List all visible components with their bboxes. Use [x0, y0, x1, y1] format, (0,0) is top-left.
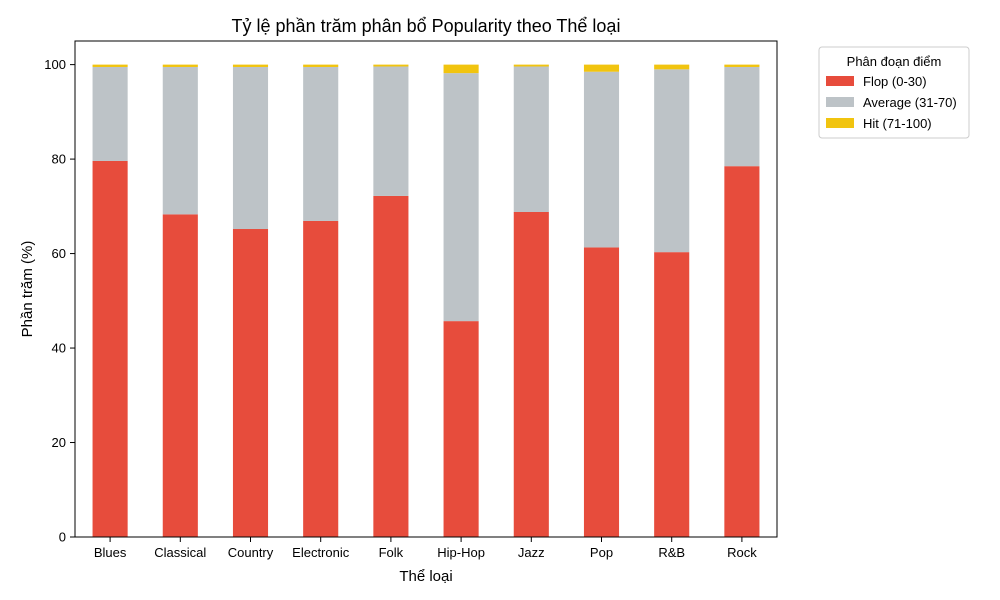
legend-label: Hit (71-100) [863, 116, 932, 131]
bar-pop-series-3 [583, 64, 620, 72]
bar-blues-series-2 [92, 66, 128, 161]
bar-hiphop-series-2 [443, 73, 479, 322]
legend-swatch [826, 97, 854, 107]
legend-title: Phân đoạn điểm [847, 54, 942, 69]
bar-hiphop-series-3 [443, 64, 479, 74]
bar-country-series-1 [232, 229, 269, 537]
x-tick-label: R&B [658, 545, 685, 560]
x-tick-label: Rock [727, 545, 757, 560]
bar-electronic-series-2 [303, 66, 339, 221]
x-axis: Blues Classical Country Electronic Folk Hip-H… [94, 537, 757, 560]
y-tick-label: 60 [52, 246, 66, 261]
legend: Phân đoạn điểm Flop (0-30) Average (31-70… [818, 46, 970, 139]
y-tick-label: 0 [59, 530, 66, 545]
legend-items: Flop (0-30) Average (31-70) Hit (71-100) [826, 74, 957, 131]
chart-title: Tỷ lệ phần trăm phân bổ Popularity theo … [232, 16, 621, 36]
bar-hiphop-series-1 [443, 321, 479, 537]
x-tick-label: Jazz [518, 545, 545, 560]
x-tick-label: Pop [590, 545, 613, 560]
y-tick-label: 20 [52, 435, 66, 450]
plot-area-frame [74, 40, 778, 538]
bar-rock-series-1 [724, 166, 760, 537]
x-tick-label: Electronic [292, 545, 350, 560]
legend-frame [818, 46, 970, 139]
x-tick-label: Hip-Hop [437, 545, 485, 560]
bar-classical-series-3 [162, 64, 198, 67]
legend-label: Average (31-70) [863, 95, 957, 110]
bar-country-series-2 [232, 66, 269, 230]
legend-swatch [826, 76, 854, 86]
bar-blues-series-3 [92, 64, 128, 67]
bar-country-series-3 [232, 64, 269, 67]
bar-blues-series-1 [92, 160, 128, 538]
bar-folk-series-3 [373, 64, 409, 67]
x-tick-label: Blues [94, 545, 127, 560]
y-axis-label: Phần trăm (%) [19, 241, 36, 338]
y-axis: 0 20 40 60 80 100 [44, 57, 75, 545]
bar-jazz-series-3 [513, 64, 549, 67]
x-axis-label: Thể loại [399, 568, 452, 585]
bar-folk-series-1 [373, 195, 409, 537]
bar-pop-series-2 [583, 71, 620, 248]
legend-label: Flop (0-30) [863, 74, 927, 89]
bar-classical-series-2 [162, 66, 198, 215]
bar-electronic-series-3 [303, 64, 339, 67]
bar-folk-series-2 [373, 66, 409, 196]
bars-group [92, 64, 760, 538]
x-tick-label: Country [228, 545, 274, 560]
x-tick-label: Folk [379, 545, 404, 560]
y-tick-label: 80 [52, 152, 66, 167]
bar-rock-series-2 [724, 66, 760, 167]
bar-rb-series-3 [654, 64, 690, 70]
bar-rb-series-2 [654, 69, 690, 253]
y-tick-label: 100 [44, 57, 66, 72]
bar-jazz-series-1 [513, 212, 549, 537]
bar-classical-series-1 [162, 214, 198, 538]
x-tick-label: Classical [154, 545, 206, 560]
bar-rock-series-3 [724, 64, 760, 67]
bar-jazz-series-2 [513, 66, 549, 212]
bar-pop-series-1 [583, 247, 620, 537]
y-tick-label: 40 [52, 341, 66, 356]
bar-rb-series-1 [654, 252, 690, 537]
legend-swatch [826, 118, 854, 128]
bar-electronic-series-1 [303, 220, 339, 538]
